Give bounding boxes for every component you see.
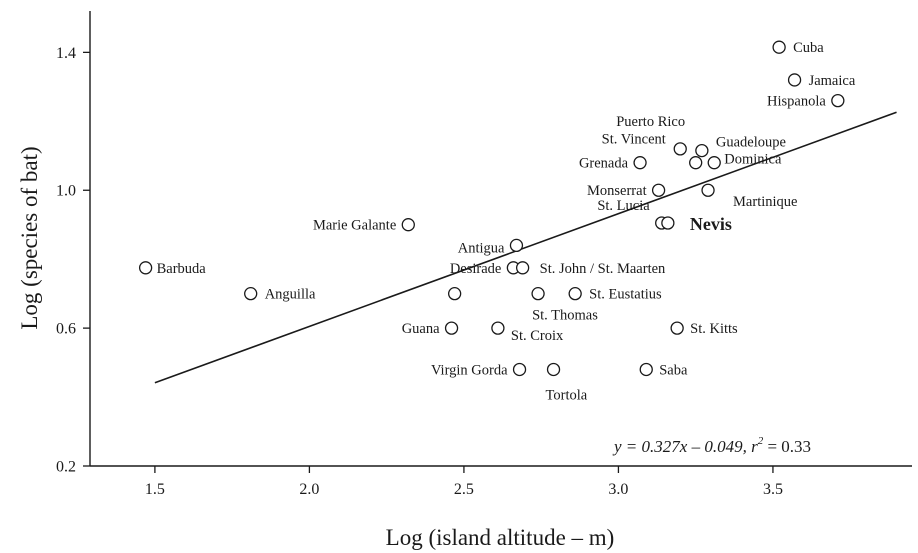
point-label: Barbuda (157, 261, 207, 277)
y-tick-label: 0.6 (56, 321, 76, 338)
point-label: Cuba (793, 40, 824, 56)
data-point (444, 321, 459, 335)
y-tick-label: 0.2 (56, 459, 76, 476)
x-axis-title: Log (island altitude – m) (386, 525, 615, 550)
data-point (673, 142, 687, 156)
point-label: St. John / St. Maarten (540, 261, 666, 277)
data-point (695, 143, 709, 158)
data-point (651, 183, 666, 197)
point-label: Hispanola (767, 94, 826, 110)
data-points (138, 40, 845, 377)
point-label: Guadeloupe (716, 135, 786, 151)
data-point (401, 218, 415, 232)
point-label: Saba (659, 362, 688, 378)
data-point (531, 287, 545, 301)
point-label: Desirade (450, 261, 502, 277)
equation-text: y = 0.327x – 0.049, r (612, 437, 758, 456)
point-label: Tortola (546, 387, 588, 403)
data-point (787, 73, 802, 87)
point-label: Puerto Rico (616, 114, 685, 130)
x-tick-label: 1.5 (145, 481, 165, 498)
x-tick-label: 2.5 (454, 481, 474, 498)
data-point (568, 287, 582, 301)
x-tick-label: 3.0 (608, 481, 628, 498)
point-label: Martinique (733, 194, 797, 210)
data-point (639, 362, 653, 377)
point-label: Anguilla (265, 287, 316, 303)
data-point (772, 40, 786, 54)
data-point (447, 287, 462, 301)
point-label: Dominica (724, 152, 782, 168)
data-point (701, 183, 715, 197)
data-point (509, 238, 524, 253)
regression-line (154, 111, 897, 384)
point-labels: Cuba Jamaica Hispanola Puerto Rico Guadeloup… (157, 40, 856, 403)
x-tick-label: 2.0 (299, 481, 319, 498)
data-point (707, 156, 721, 170)
regression-equation: y = 0.327x – 0.049, r2 = 0.33 (612, 435, 811, 456)
data-point (515, 261, 530, 275)
point-label: St. Croix (511, 328, 564, 344)
data-point (138, 261, 153, 275)
point-label: St. Vincent (602, 132, 666, 148)
equation-superscript: 2 (758, 435, 764, 447)
x-tick-label: 3.5 (763, 481, 783, 498)
data-point (831, 93, 845, 108)
data-point (689, 156, 703, 170)
point-label: Marie Galante (313, 218, 396, 234)
point-label: Nevis (690, 214, 732, 234)
axes: 1.5 2.0 2.5 3.0 3.5 0.2 0.6 1.0 1.4 (56, 11, 912, 498)
point-label: Monserrat (587, 183, 647, 199)
point-label: Jamaica (809, 73, 856, 89)
data-point (661, 216, 675, 230)
point-label: Guana (402, 321, 440, 337)
point-label: St. Lucia (597, 198, 650, 214)
data-point (633, 156, 647, 170)
point-label: Virgin Gorda (431, 362, 508, 378)
y-axis-title: Log (species of bat) (17, 146, 42, 329)
data-point (244, 287, 258, 301)
point-label: Antigua (458, 240, 505, 256)
y-tick-label: 1.4 (56, 45, 76, 62)
equation-r-value: = 0.33 (763, 437, 811, 456)
point-label: Grenada (579, 156, 629, 172)
data-point (546, 362, 561, 377)
y-tick-label: 1.0 (56, 183, 76, 200)
data-point (670, 321, 684, 335)
point-label: St. Kitts (690, 321, 738, 337)
point-label: St. Thomas (532, 308, 598, 324)
point-label: St. Eustatius (589, 287, 662, 303)
data-point (491, 321, 505, 335)
data-point (512, 362, 527, 377)
